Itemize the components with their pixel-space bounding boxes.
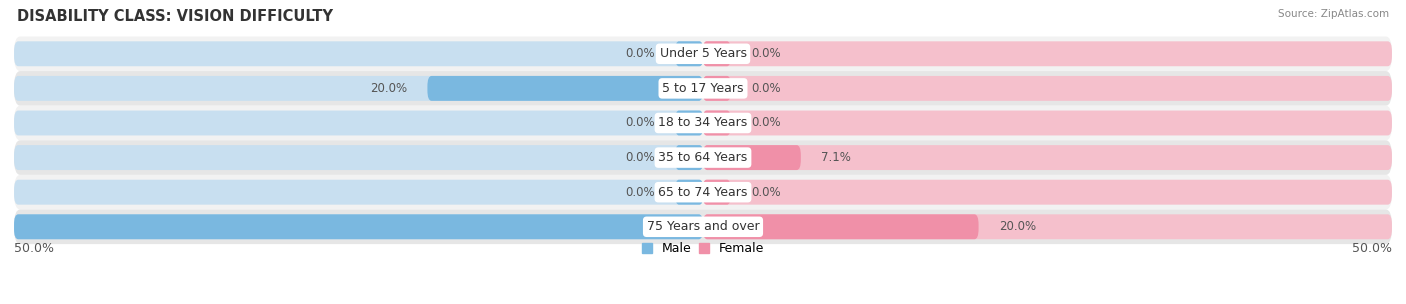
FancyBboxPatch shape	[703, 145, 1392, 170]
FancyBboxPatch shape	[675, 145, 703, 170]
Text: 50.0%: 50.0%	[14, 242, 53, 255]
FancyBboxPatch shape	[14, 209, 1392, 244]
FancyBboxPatch shape	[703, 41, 731, 66]
Text: Under 5 Years: Under 5 Years	[659, 47, 747, 60]
Text: 0.0%: 0.0%	[751, 47, 780, 60]
FancyBboxPatch shape	[14, 106, 1392, 140]
FancyBboxPatch shape	[14, 140, 1392, 175]
Legend: Male, Female: Male, Female	[637, 237, 769, 260]
Text: DISABILITY CLASS: VISION DIFFICULTY: DISABILITY CLASS: VISION DIFFICULTY	[17, 9, 333, 24]
FancyBboxPatch shape	[14, 214, 703, 239]
Text: 20.0%: 20.0%	[370, 82, 406, 95]
Text: 35 to 64 Years: 35 to 64 Years	[658, 151, 748, 164]
FancyBboxPatch shape	[427, 76, 703, 101]
FancyBboxPatch shape	[14, 180, 703, 205]
Text: 50.0%: 50.0%	[1353, 242, 1392, 255]
Text: 0.0%: 0.0%	[626, 47, 655, 60]
Text: 20.0%: 20.0%	[1000, 220, 1036, 233]
FancyBboxPatch shape	[703, 180, 731, 205]
FancyBboxPatch shape	[703, 111, 1392, 136]
Text: 65 to 74 Years: 65 to 74 Years	[658, 186, 748, 199]
Text: 0.0%: 0.0%	[626, 116, 655, 130]
FancyBboxPatch shape	[703, 76, 1392, 101]
FancyBboxPatch shape	[14, 76, 703, 101]
Text: 0.0%: 0.0%	[626, 186, 655, 199]
FancyBboxPatch shape	[703, 214, 1392, 239]
FancyBboxPatch shape	[703, 41, 1392, 66]
FancyBboxPatch shape	[675, 41, 703, 66]
FancyBboxPatch shape	[703, 111, 731, 136]
FancyBboxPatch shape	[14, 145, 703, 170]
Text: 0.0%: 0.0%	[751, 186, 780, 199]
FancyBboxPatch shape	[14, 36, 1392, 71]
Text: 0.0%: 0.0%	[751, 82, 780, 95]
FancyBboxPatch shape	[675, 180, 703, 205]
FancyBboxPatch shape	[14, 175, 1392, 209]
FancyBboxPatch shape	[703, 145, 801, 170]
Text: 7.1%: 7.1%	[821, 151, 852, 164]
FancyBboxPatch shape	[14, 214, 703, 239]
Text: 0.0%: 0.0%	[751, 116, 780, 130]
Text: 0.0%: 0.0%	[626, 151, 655, 164]
FancyBboxPatch shape	[703, 180, 1392, 205]
FancyBboxPatch shape	[675, 111, 703, 136]
Text: Source: ZipAtlas.com: Source: ZipAtlas.com	[1278, 9, 1389, 19]
FancyBboxPatch shape	[14, 111, 703, 136]
FancyBboxPatch shape	[703, 214, 979, 239]
FancyBboxPatch shape	[14, 71, 1392, 106]
FancyBboxPatch shape	[703, 76, 731, 101]
FancyBboxPatch shape	[14, 41, 703, 66]
Text: 5 to 17 Years: 5 to 17 Years	[662, 82, 744, 95]
Text: 75 Years and over: 75 Years and over	[647, 220, 759, 233]
Text: 18 to 34 Years: 18 to 34 Years	[658, 116, 748, 130]
